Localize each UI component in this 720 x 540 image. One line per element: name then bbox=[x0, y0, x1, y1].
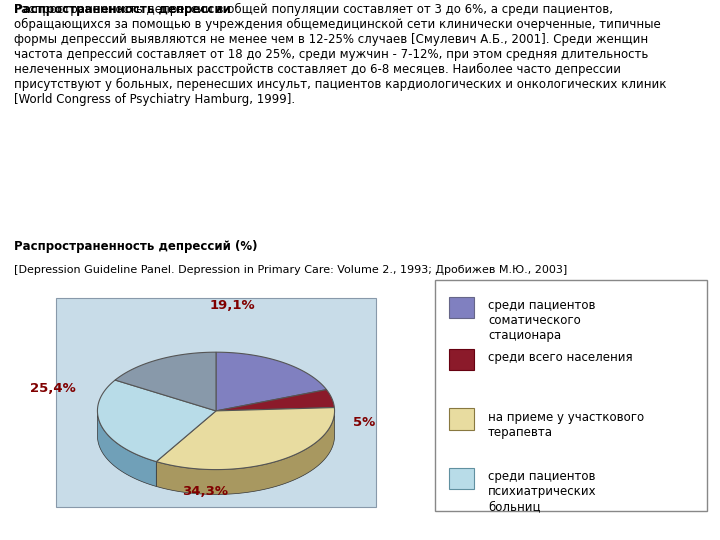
Polygon shape bbox=[156, 408, 335, 470]
FancyBboxPatch shape bbox=[449, 297, 474, 318]
Text: среди пациентов
соматического
стационара: среди пациентов соматического стационара bbox=[488, 299, 595, 342]
Text: Распространенность депрессии: Распространенность депрессии bbox=[14, 3, 231, 16]
Text: Распространенность депрессии в общей популяции составляет от 3 до 6%, а среди па: Распространенность депрессии в общей поп… bbox=[14, 3, 667, 106]
Polygon shape bbox=[115, 352, 216, 411]
Text: 19,1%: 19,1% bbox=[210, 299, 256, 312]
Text: 34,3%: 34,3% bbox=[181, 484, 228, 497]
Polygon shape bbox=[97, 380, 216, 462]
Text: на приеме у участкового
терапевта: на приеме у участкового терапевта bbox=[488, 410, 644, 438]
Text: среди пациентов
психиатрических
больниц: среди пациентов психиатрических больниц bbox=[488, 470, 597, 513]
FancyBboxPatch shape bbox=[449, 468, 474, 489]
Polygon shape bbox=[216, 390, 334, 411]
FancyBboxPatch shape bbox=[449, 408, 474, 430]
Text: среди всего населения: среди всего населения bbox=[488, 351, 633, 364]
FancyBboxPatch shape bbox=[435, 280, 707, 511]
Polygon shape bbox=[97, 412, 156, 487]
Polygon shape bbox=[216, 352, 326, 411]
Text: Распространенность депрессий (%): Распространенность депрессий (%) bbox=[14, 240, 258, 253]
Text: 25,4%: 25,4% bbox=[30, 382, 76, 395]
Polygon shape bbox=[156, 412, 335, 495]
FancyBboxPatch shape bbox=[449, 349, 474, 370]
Text: 5%: 5% bbox=[353, 416, 375, 429]
Text: [Depression Guideline Panel. Depression in Primary Care: Volume 2., 1993; Дробиж: [Depression Guideline Panel. Depression … bbox=[14, 265, 567, 275]
FancyBboxPatch shape bbox=[55, 298, 377, 507]
